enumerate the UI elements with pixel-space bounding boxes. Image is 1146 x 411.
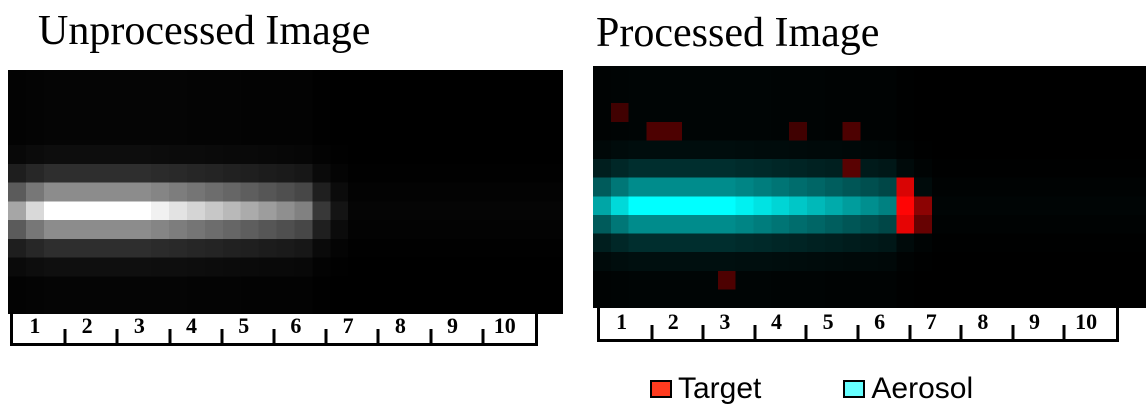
- scale-tick: [650, 325, 654, 339]
- legend: Target Aerosol: [650, 372, 973, 406]
- processed-image-title: Processed Image: [596, 10, 880, 56]
- scale-label-1: 1: [616, 309, 628, 334]
- scale-tick: [168, 329, 172, 343]
- scale-tick: [63, 329, 67, 343]
- scale-label-7: 7: [342, 313, 354, 338]
- scale-label-3: 3: [133, 313, 145, 338]
- legend-label-aerosol: Aerosol: [871, 372, 974, 405]
- scale-label-5: 5: [238, 313, 250, 338]
- processed-range-scale: 1 2 3 4 5 6 7 8 9 10: [597, 308, 1119, 342]
- legend-label-target: Target: [678, 372, 762, 405]
- scale-label-3: 3: [719, 309, 731, 334]
- scale-tick: [376, 329, 380, 343]
- scale-label-6: 6: [290, 313, 302, 338]
- scale-label-8: 8: [977, 309, 989, 334]
- scale-label-4: 4: [770, 309, 782, 334]
- scale-tick: [1011, 325, 1015, 339]
- legend-item-target: Target: [650, 372, 761, 406]
- scale-tick: [804, 325, 808, 339]
- scale-tick: [429, 329, 433, 343]
- scale-tick: [856, 325, 860, 339]
- scale-tick: [701, 325, 705, 339]
- scale-label-7: 7: [925, 309, 937, 334]
- target-swatch: [650, 380, 672, 398]
- processed-image-canvas: [593, 66, 1146, 308]
- unprocessed-range-scale: 1 2 3 4 5 6 7 8 9 10: [10, 312, 538, 346]
- scale-tick: [1062, 325, 1066, 339]
- scale-label-2: 2: [667, 309, 679, 334]
- scale-tick: [908, 325, 912, 339]
- unprocessed-image-title: Unprocessed Image: [38, 8, 371, 54]
- scale-label-2: 2: [81, 313, 93, 338]
- scale-tick: [220, 329, 224, 343]
- scale-tick: [481, 329, 485, 343]
- scale-label-4: 4: [186, 313, 198, 338]
- scale-label-9: 9: [447, 313, 459, 338]
- scale-label-8: 8: [394, 313, 406, 338]
- scale-tick: [959, 325, 963, 339]
- unprocessed-image-canvas: [8, 70, 563, 314]
- scale-tick: [324, 329, 328, 343]
- scale-label-10: 10: [493, 313, 516, 338]
- aerosol-swatch: [843, 380, 866, 398]
- unprocessed-image: [8, 70, 563, 314]
- processed-image: [593, 66, 1146, 308]
- scale-label-5: 5: [822, 309, 834, 334]
- scale-label-1: 1: [29, 313, 41, 338]
- legend-item-aerosol: Aerosol: [843, 372, 973, 406]
- scale-label-10: 10: [1075, 309, 1098, 334]
- scale-tick: [115, 329, 119, 343]
- scale-tick: [753, 325, 757, 339]
- scale-label-6: 6: [874, 309, 886, 334]
- scale-label-9: 9: [1028, 309, 1040, 334]
- scale-tick: [272, 329, 276, 343]
